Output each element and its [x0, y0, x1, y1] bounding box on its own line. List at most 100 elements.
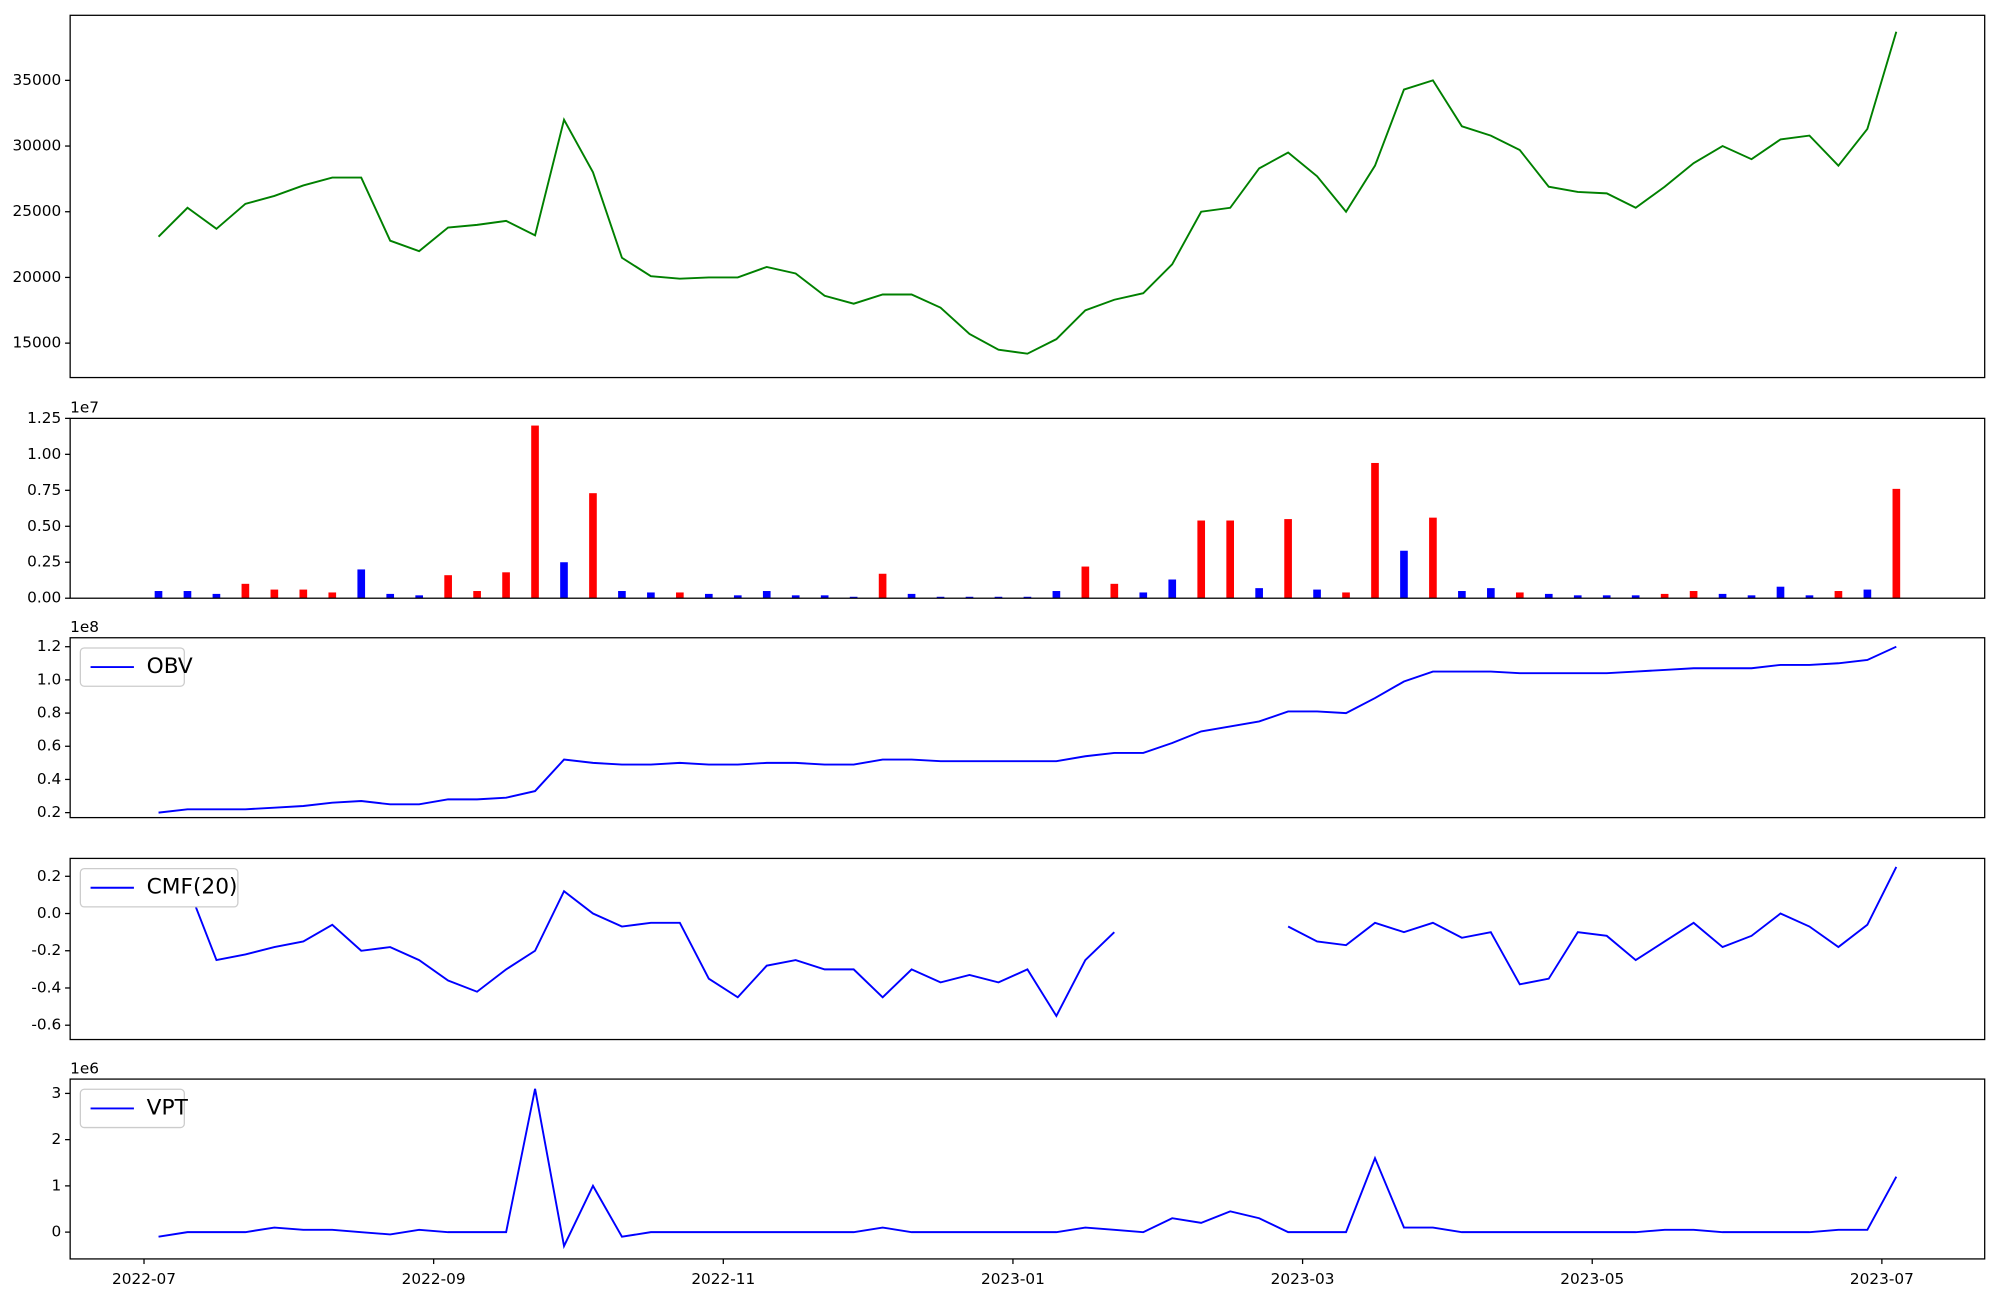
y-tick-label: 1.00	[27, 445, 61, 463]
volume-bar	[502, 572, 510, 599]
axis-offset: 1e7	[70, 399, 99, 417]
volume-bar	[328, 592, 337, 599]
legend-label: VPT	[147, 1095, 189, 1120]
volume-bar	[1573, 595, 1582, 599]
volume-bar	[386, 593, 395, 599]
y-tick-label: 0.4	[37, 770, 61, 788]
volume-bar	[994, 596, 1003, 599]
volume-bar	[531, 425, 539, 599]
x-tick-label: 2022-09	[402, 1270, 466, 1288]
volume-bar	[1110, 583, 1119, 599]
y-tick-label: 0.25	[27, 553, 61, 571]
volume-bar	[357, 569, 366, 599]
volume-bar	[1747, 595, 1756, 599]
x-tick-label: 2023-07	[1850, 1270, 1914, 1288]
volume-bar	[1023, 596, 1032, 599]
volume-bar	[1718, 593, 1727, 599]
legend-box	[79, 867, 239, 908]
y-tick-label: 0.6	[37, 737, 61, 755]
y-tick-label: 0.75	[27, 481, 61, 499]
volume-bar	[183, 591, 192, 599]
volume-bar	[1139, 592, 1148, 599]
y-tick-label: 15000	[13, 334, 62, 352]
volume-bar	[444, 575, 452, 599]
volume-bar	[1342, 592, 1350, 599]
volume-bar	[154, 591, 163, 599]
volume-bar	[589, 493, 597, 599]
legend-label: OBV	[147, 654, 193, 679]
volume-bar	[1255, 588, 1263, 599]
volume-bar	[936, 596, 945, 599]
data-line	[186, 866, 1898, 1018]
volume-bar	[1284, 519, 1292, 599]
data-line	[157, 31, 1898, 355]
y-tick-label: 1.25	[27, 409, 61, 427]
volume-bar	[1226, 520, 1235, 599]
volume-bar	[1602, 595, 1611, 599]
volume-bar	[878, 573, 887, 599]
volume-bar	[791, 595, 800, 599]
volume-bar	[1197, 520, 1206, 599]
volume-bar	[733, 595, 742, 599]
x-tick-label: 2022-11	[691, 1270, 755, 1288]
y-tick-label: 0.2	[37, 867, 61, 885]
volume-bar	[762, 591, 771, 599]
volume-bar	[1458, 591, 1466, 599]
legend: CMF(20)	[79, 867, 239, 908]
volume-bar	[1689, 591, 1698, 599]
axis-offset: 1e6	[70, 1059, 99, 1077]
y-tick-label: 30000	[13, 137, 62, 155]
x-tick-label: 2022-07	[112, 1270, 176, 1288]
volume-bar	[1052, 591, 1061, 599]
volume-bar	[704, 593, 713, 599]
volume-bar	[1487, 588, 1495, 599]
volume-bar	[907, 593, 916, 599]
volume-bar	[1660, 593, 1669, 599]
panel-frame	[69, 1078, 1986, 1260]
y-tick-label: -0.6	[31, 1016, 61, 1034]
volume-bar	[473, 591, 481, 599]
volume-bar	[676, 592, 684, 599]
panel-frame	[69, 417, 1986, 599]
volume-bar	[415, 595, 423, 599]
y-tick-label: 1.0	[37, 670, 61, 688]
y-tick-label: 0.2	[37, 803, 61, 821]
volume-bar	[618, 591, 626, 599]
y-tick-label: 0.0	[37, 904, 61, 922]
y-tick-label: 35000	[13, 71, 62, 89]
volume-bar	[299, 589, 308, 599]
volume-bar	[849, 596, 858, 599]
data-line	[158, 645, 1897, 814]
volume-bar	[241, 583, 250, 599]
volume-bar	[1776, 586, 1785, 599]
legend-label: CMF(20)	[147, 875, 238, 900]
legend: OBV	[79, 647, 193, 687]
x-tick-label: 2023-03	[1271, 1270, 1335, 1288]
panel-frame	[69, 637, 1986, 819]
panel-frame	[69, 14, 1986, 379]
legend: VPT	[79, 1088, 189, 1129]
y-tick-label: 0.50	[27, 517, 61, 535]
volume-bar	[212, 593, 221, 599]
volume-bar	[1892, 488, 1901, 599]
volume-bar	[560, 562, 568, 599]
volume-bar	[1544, 593, 1553, 599]
y-tick-label: 20000	[13, 268, 62, 286]
y-tick-label: 0.00	[27, 589, 61, 607]
volume-bar	[965, 596, 974, 599]
volume-bar	[1081, 566, 1090, 599]
volume-bar	[1863, 589, 1872, 599]
y-tick-label: 1.2	[37, 637, 61, 655]
volume-bar	[1168, 579, 1177, 599]
y-tick-label: 25000	[13, 202, 62, 220]
data-line	[158, 1088, 1898, 1250]
volume-bar	[820, 595, 829, 599]
y-tick-label: 0.8	[37, 704, 61, 722]
volume-bar	[1313, 589, 1321, 599]
volume-bar	[1834, 591, 1843, 599]
y-tick-label: 1	[51, 1176, 61, 1194]
axis-offset: 1e8	[70, 618, 99, 636]
volume-bar	[1631, 595, 1640, 599]
